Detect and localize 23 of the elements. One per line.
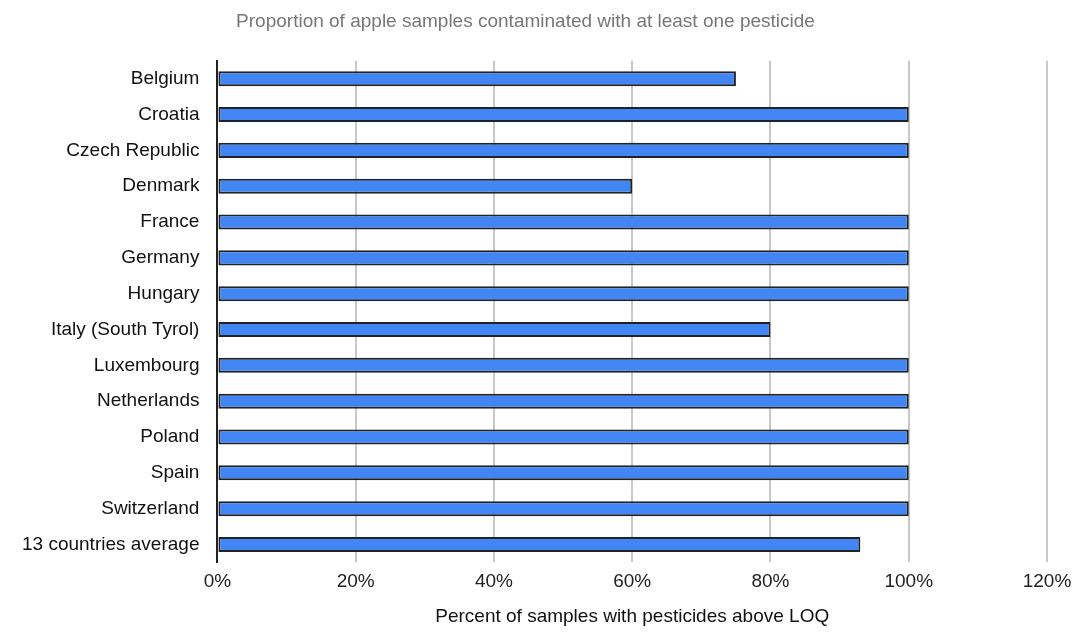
y-tick-label: Denmark — [122, 174, 200, 196]
chart-title: Proportion of apple samples contaminated with at least one pesticide — [236, 9, 815, 31]
x-axis-title: Percent of samples with pesticides above LOQ — [435, 604, 830, 626]
y-tick-label: France — [140, 210, 200, 232]
y-tick-label: Italy (South Tyrol) — [50, 317, 200, 339]
y-tick-label: Spain — [150, 461, 200, 483]
x-tick-label: 20% — [336, 570, 375, 592]
x-tick-label: 0% — [203, 570, 232, 592]
x-tick-label: 80% — [751, 570, 790, 592]
y-tick-label: Poland — [140, 425, 200, 447]
y-tick-label: Luxembourg — [93, 353, 200, 375]
y-tick-label: Germany — [121, 246, 200, 268]
y-tick-label: Switzerland — [101, 496, 200, 518]
y-tick-label: Belgium — [130, 66, 200, 88]
y-tick-label: Hungary — [127, 281, 200, 303]
y-tick-label: Netherlands — [96, 389, 200, 411]
x-tick-label: 120% — [1022, 570, 1072, 592]
x-tick-label: 40% — [474, 570, 514, 592]
y-tick-label: 13 countries average — [21, 532, 200, 554]
y-tick-label: Czech Republic — [66, 138, 200, 160]
x-tick-label: 100% — [884, 570, 934, 592]
y-tick-label: Croatia — [138, 102, 200, 124]
x-tick-label: 60% — [613, 570, 652, 592]
